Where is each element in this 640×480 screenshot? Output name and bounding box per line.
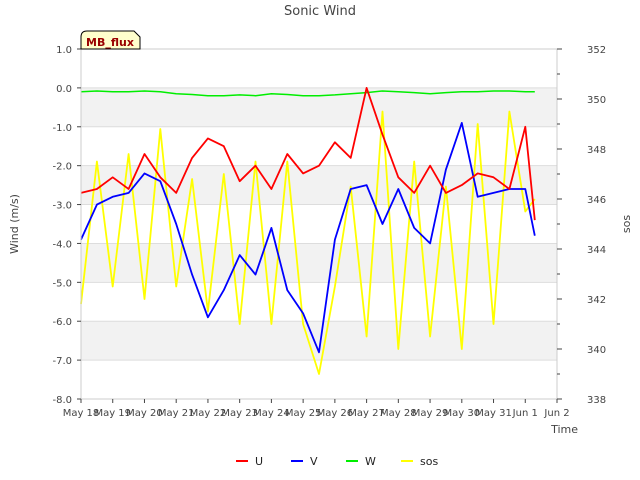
y2-axis-label: sos [620, 215, 633, 233]
y2-tick-label: 348 [587, 145, 606, 156]
x-tick-label: Jun 1 [512, 408, 538, 419]
y-axis-label: Wind (m/s) [8, 194, 21, 254]
series-line-v [80, 122, 536, 354]
legend-label-w: W [365, 455, 376, 468]
y-tick-label: 0.0 [56, 84, 72, 95]
x-tick-label: May 19 [94, 408, 131, 419]
y-tick-label: -2.0 [52, 162, 72, 173]
y2-tick-label: 338 [587, 395, 606, 406]
x-tick-label: May 25 [285, 408, 322, 419]
series-line-w [80, 90, 535, 97]
site-badge-label: MB_flux [86, 36, 134, 49]
legend-label-sos: sos [420, 455, 438, 468]
y2-tick-label: 352 [587, 45, 606, 56]
y2-tick-label: 340 [587, 345, 606, 356]
chart-title: Sonic Wind [284, 4, 356, 19]
x-tick-label: May 21 [158, 408, 195, 419]
y-tick-label: -8.0 [52, 395, 72, 406]
band [81, 243, 557, 283]
y2-tick-label: 342 [587, 295, 606, 306]
band [81, 165, 557, 205]
y-tick-label: -6.0 [52, 317, 72, 328]
series-layer [80, 87, 536, 375]
y-tick-label: -5.0 [52, 278, 72, 289]
legend-label-v: V [310, 455, 318, 468]
legend-label-u: U [255, 455, 263, 468]
series-line-u [80, 87, 536, 221]
y-tick-label: -3.0 [52, 201, 72, 212]
x-tick-label: May 24 [253, 408, 290, 419]
site-badge: MB_flux [80, 30, 141, 50]
band [81, 321, 557, 361]
y2-tick-label: 344 [587, 245, 606, 256]
x-tick-label: May 20 [126, 408, 163, 419]
y-tick-label: -7.0 [52, 356, 72, 367]
y-axis-left: 1.0 0.0 -1.0 -2.0 -3.0 -4.0 -5.0 -6.0 -7.0 -8.0 [52, 45, 81, 406]
series-line-sos [80, 110, 536, 375]
x-tick-label: Jun 2 [543, 408, 569, 419]
x-tick-label: May 28 [380, 408, 417, 419]
x-tick-label: May 30 [444, 408, 481, 419]
y-axis-right: 338 340 342 344 346 348 350 352 [557, 45, 606, 406]
y-tick-label: -1.0 [52, 123, 72, 134]
x-tick-label: May 29 [412, 408, 449, 419]
x-tick-label: May 18 [63, 408, 100, 419]
x-tick-label: May 22 [190, 408, 227, 419]
x-tick-label: May 23 [221, 408, 258, 419]
plot-background-bands [81, 49, 557, 399]
y-tick-label: 1.0 [56, 45, 72, 56]
x-tick-label: May 31 [475, 408, 512, 419]
x-tick-label: May 27 [348, 408, 385, 419]
y-tick-label: -4.0 [52, 239, 72, 250]
y2-tick-label: 350 [587, 95, 606, 106]
x-tick-label: May 26 [317, 408, 354, 419]
y2-tick-label: 346 [587, 195, 606, 206]
x-axis-label: Time [550, 423, 578, 436]
band [81, 87, 557, 127]
